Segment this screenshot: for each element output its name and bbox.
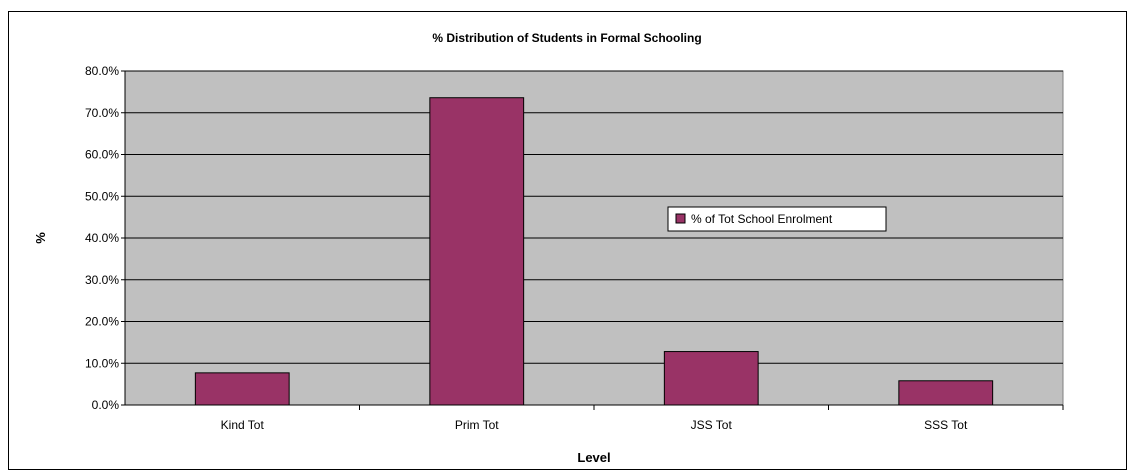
y-tick-label: 30.0% [85, 273, 119, 287]
legend-label: % of Tot School Enrolment [691, 212, 833, 226]
axes [121, 70, 1064, 410]
y-tick-label: 40.0% [85, 231, 119, 245]
y-axis-title: % [33, 232, 48, 244]
bar [194, 372, 290, 406]
x-tick-label: Prim Tot [455, 418, 499, 432]
bars [194, 97, 994, 406]
chart-title: % Distribution of Students in Formal Sch… [432, 31, 701, 45]
y-tick-label: 0.0% [92, 398, 120, 412]
y-tick-label: 50.0% [85, 189, 119, 203]
x-tick-label: JSS Tot [691, 418, 733, 432]
legend-swatch [675, 213, 686, 224]
legend-box [667, 206, 887, 232]
y-tick-label: 60.0% [85, 148, 119, 162]
grid-lines [125, 70, 1063, 364]
y-tick-label: 10.0% [85, 356, 119, 370]
x-tick-labels: Kind Tot Prim Tot JSS Tot SSS Tot [221, 418, 968, 432]
x-tick-label: SSS Tot [924, 418, 968, 432]
x-axis-title: Level [577, 450, 610, 465]
y-tick-label: 80.0% [85, 64, 119, 78]
y-tick-label: 20.0% [85, 315, 119, 329]
x-tick-label: Kind Tot [221, 418, 265, 432]
bar [898, 380, 994, 406]
y-tick-labels: 0.0% 10.0% 20.0% 30.0% 40.0% 50.0% 60.0% 70.0% 8… [85, 64, 119, 412]
bar [429, 97, 525, 406]
y-tick-label: 70.0% [85, 106, 119, 120]
legend: % of Tot School Enrolment [667, 206, 887, 232]
bar [663, 351, 759, 406]
